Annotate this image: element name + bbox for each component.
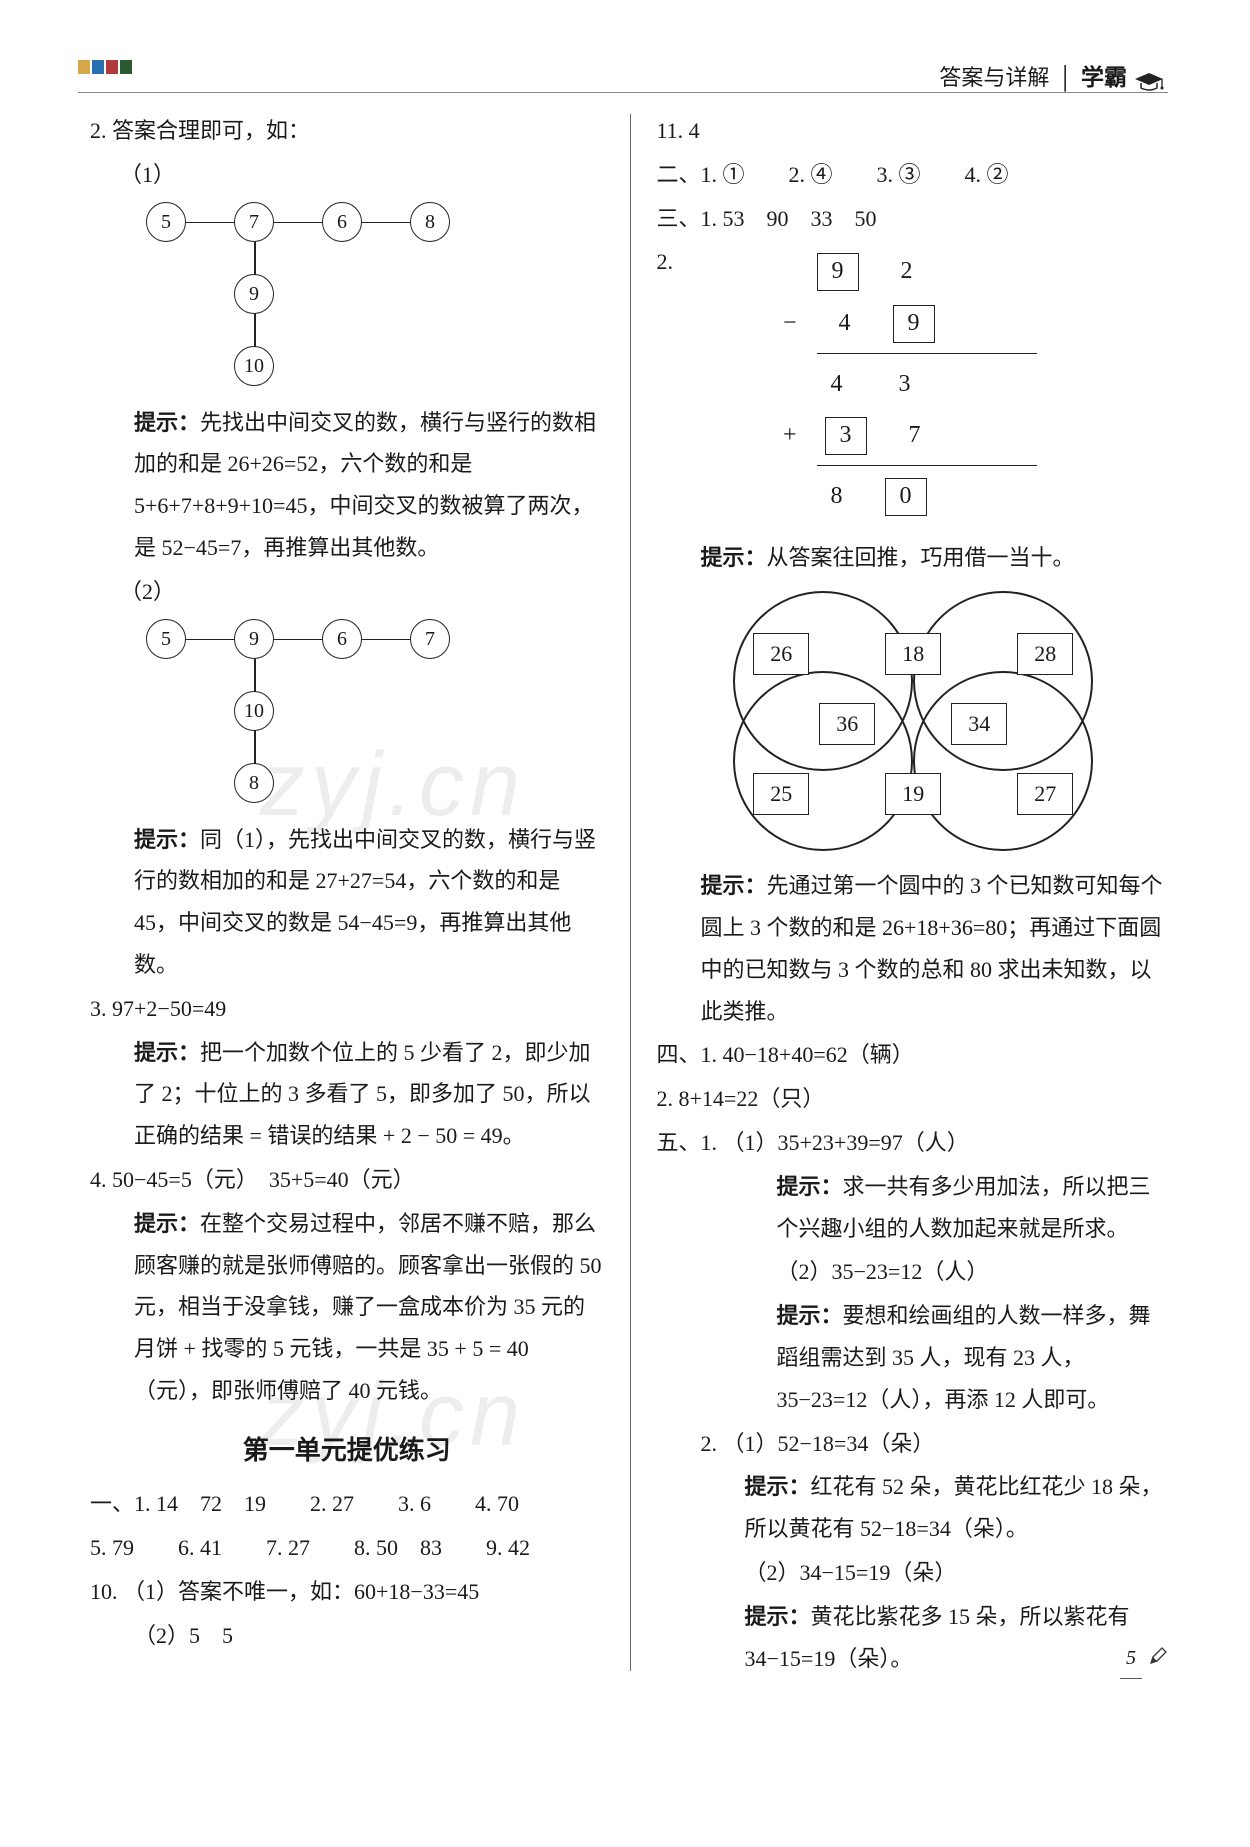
wu-2-2: （2）34−15=19（朵） (657, 1552, 1171, 1594)
hint-label: 提示： (701, 873, 767, 898)
header-right: 答案与详解 │ 学霸 (939, 56, 1165, 100)
hint-label: 提示： (701, 545, 767, 570)
node: 6 (322, 619, 362, 659)
wu-1-2-hint: 提示：要想和绘画组的人数一样多，舞蹈组需达到 35 人，现有 23 人，35−2… (657, 1295, 1171, 1420)
q2-2-label: （2） (90, 571, 604, 613)
q2-1-hint: 提示：先找出中间交叉的数，横行与竖行的数相加的和是 26+26=52，六个数的和… (90, 402, 604, 569)
hint-label: 提示： (134, 410, 200, 435)
diagram-1: 5 7 6 8 9 10 (126, 202, 604, 392)
si-1: 四、1. 40−18+40=62（辆） (657, 1034, 1171, 1076)
hint-label: 提示： (134, 1040, 200, 1065)
si-2: 2. 8+14=22（只） (657, 1078, 1171, 1120)
pencil-icon (1148, 1638, 1168, 1680)
hint-label: 提示： (134, 1211, 200, 1236)
wu-2-2-hint: 提示：黄花比紫花多 15 朵，所以紫花有 34−15=19（朵）。 (657, 1596, 1171, 1680)
venn-box: 27 (1017, 773, 1073, 815)
arith-cell: 2 (887, 249, 927, 295)
venn-box: 25 (753, 773, 809, 815)
arith-cell: 9 (817, 253, 859, 291)
node: 7 (410, 619, 450, 659)
yi-5: 5. 79 6. 41 7. 27 8. 50 83 9. 42 (90, 1527, 604, 1569)
arith-cell: 3 (825, 417, 867, 455)
san-2-hint: 提示：从答案往回推，巧用借一当十。 (657, 537, 1171, 579)
header-rule (78, 92, 1168, 93)
wu-2-1: 2. （1）52−18=34（朵） (657, 1423, 1171, 1465)
top-color-marks (78, 60, 132, 74)
right-column: 11. 4 二、1. ① 2. ④ 3. ③ 4. ② 三、1. 53 90 3… (631, 110, 1181, 1681)
node: 10 (234, 346, 274, 386)
left-column: 2. 答案合理即可，如： （1） 5 7 6 8 9 10 提示：先找出中间交叉… (80, 110, 630, 1681)
wu-1-2: （2）35−23=12（人） (657, 1251, 1171, 1293)
op-minus: − (767, 301, 797, 347)
wu-2-1-hint: 提示：红花有 52 朵，黄花比红花少 18 朵，所以黄花有 52−18=34（朵… (657, 1466, 1171, 1550)
yi-1: 一、1. 14 72 19 2. 27 3. 6 4. 70 (90, 1483, 604, 1525)
hint-label: 提示： (745, 1604, 811, 1629)
q2-label: 2. 答案合理即可，如： (90, 110, 604, 152)
venn-box: 19 (885, 773, 941, 815)
hint-label: 提示： (777, 1303, 843, 1328)
er: 二、1. ① 2. ④ 3. ③ 4. ② (657, 154, 1171, 196)
arith-cell: 8 (817, 474, 857, 520)
arith-cell: 3 (885, 362, 925, 408)
q4-hint: 提示：在整个交易过程中，邻居不赚不赔，那么顾客赚的就是张师傅赔的。顾客拿出一张假… (90, 1203, 604, 1412)
venn-box: 18 (885, 633, 941, 675)
venn-diagram: 26 18 28 36 34 25 19 27 (723, 591, 1103, 851)
arith-rule (817, 353, 1037, 354)
node: 8 (410, 202, 450, 242)
node: 10 (234, 691, 274, 731)
arith-cell: 9 (893, 305, 935, 343)
node: 9 (234, 274, 274, 314)
op-plus: + (767, 413, 797, 459)
venn-box: 34 (951, 703, 1007, 745)
venn-box: 28 (1017, 633, 1073, 675)
wu-1-1-hint: 提示：求一共有多少用加法，所以把三个兴趣小组的人数加起来就是所求。 (657, 1166, 1171, 1250)
node: 6 (322, 202, 362, 242)
page-number: 5 (1120, 1639, 1142, 1679)
header-bold: 学霸 (1081, 56, 1127, 100)
node: 7 (234, 202, 274, 242)
hint-label: 提示： (134, 827, 200, 852)
line-11: 11. 4 (657, 110, 1171, 152)
arith-rule (817, 465, 1037, 466)
arith-cell: 4 (817, 362, 857, 408)
diagram-2: 5 9 6 7 10 8 (126, 619, 604, 809)
hint-label: 提示： (745, 1474, 811, 1499)
q3: 3. 97+2−50=49 (90, 988, 604, 1030)
yi-10-1: 10. （1）答案不唯一，如：60+18−33=45 (90, 1571, 604, 1613)
arith-cell: 4 (825, 301, 865, 347)
node: 5 (146, 202, 186, 242)
q3-hint: 提示：把一个加数个位上的 5 少看了 2，即少加了 2；十位上的 3 多看了 5… (90, 1032, 604, 1157)
arith-cell: 7 (895, 413, 935, 459)
arithmetic-column: 9 2 − 4 9 4 3 + 3 7 (757, 249, 1037, 525)
san-1: 三、1. 53 90 33 50 (657, 198, 1171, 240)
venn-box: 26 (753, 633, 809, 675)
yi-10-2: （2）5 5 (90, 1615, 604, 1657)
q2-2-hint: 提示：同（1），先找出中间交叉的数，横行与竖行的数相加的和是 27+27=54，… (90, 819, 604, 986)
q2-1-label: （1） (90, 154, 604, 196)
san-3-hint: 提示：先通过第一个圆中的 3 个已知数可知每个圆上 3 个数的和是 26+18+… (657, 865, 1171, 1032)
node: 5 (146, 619, 186, 659)
hint-label: 提示： (777, 1174, 843, 1199)
graduation-cap-icon (1133, 66, 1165, 90)
venn-box: 36 (819, 703, 875, 745)
two-column-layout: 2. 答案合理即可，如： （1） 5 7 6 8 9 10 提示：先找出中间交叉… (80, 110, 1180, 1681)
arith-cell: 0 (885, 478, 927, 516)
san-2-label: 2. (657, 241, 697, 283)
section-title: 第一单元提优练习 (90, 1426, 604, 1475)
node: 9 (234, 619, 274, 659)
wu-1-1: 五、1. （1）35+23+39=97（人） (657, 1122, 1171, 1164)
node: 8 (234, 763, 274, 803)
q4: 4. 50−45=5（元） 35+5=40（元） (90, 1159, 604, 1201)
